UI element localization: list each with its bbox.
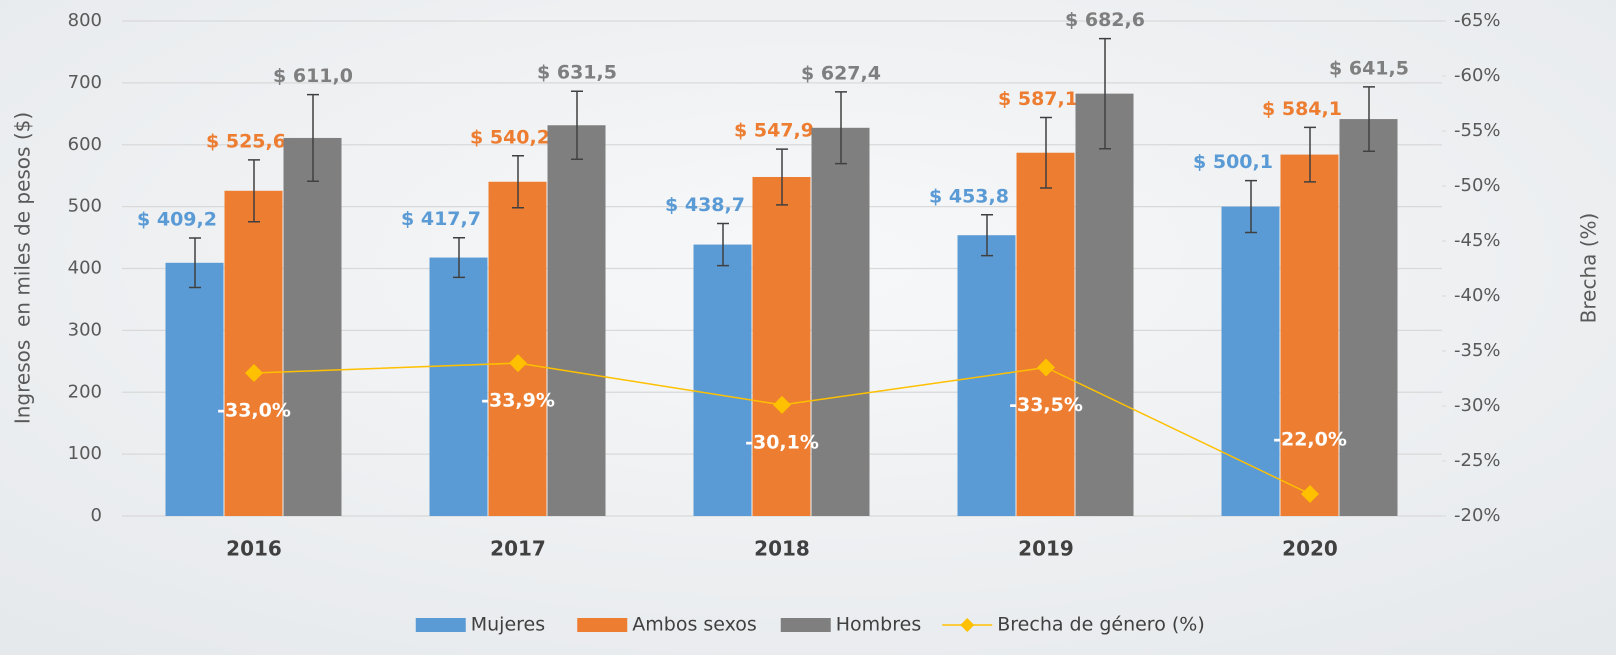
error-bar [1304,126,1316,183]
y2-tick-label: -60% [1454,65,1501,86]
legend-swatch [960,618,975,632]
y-axis-title: Ingresos en miles de pesos ($) [11,112,35,424]
y-tick-label: 0 [91,505,102,526]
data-label: $ 631,5 [537,62,617,84]
data-label: $ 682,6 [1065,9,1145,31]
x-tick-label: 2019 [1018,537,1074,561]
x-tick-label: 2016 [226,537,282,561]
error-bar [512,155,524,209]
y-tick-label: 300 [68,319,102,340]
data-label: $ 438,7 [665,194,745,216]
data-label: -33,9% [481,390,555,412]
legend-label: Ambos sexos [632,614,757,636]
y-tick-label: 800 [68,10,102,31]
error-bar [453,236,465,279]
data-label: $ 547,9 [734,120,814,142]
line-marker [509,354,527,373]
y2-tick-label: -55% [1454,120,1501,141]
error-bar [571,90,583,161]
x-tick-label: 2018 [754,537,810,561]
y2-tick-label: -35% [1454,340,1501,361]
error-bar [1363,86,1375,152]
line-marker [245,364,263,382]
y2-axis-title: Brecha (%) [1577,213,1601,324]
y-tick-label: 100 [68,443,102,464]
bar [1221,206,1280,517]
error-bar [717,222,729,267]
error-bar [1099,37,1111,150]
y2-tick-label: -50% [1454,175,1501,196]
line-marker [1037,358,1055,377]
y2-tick-label: -30% [1454,395,1501,416]
y2-tick-label: -65% [1454,10,1501,31]
data-label: $ 409,2 [137,209,217,231]
error-bar [189,237,201,289]
data-label: $ 584,1 [1262,98,1342,120]
y2-tick-label: -25% [1454,450,1501,471]
data-label: $ 627,4 [801,62,881,84]
error-bar [307,93,319,183]
bar [429,257,488,516]
y-tick-label: 200 [68,381,102,402]
data-label: $ 540,2 [470,126,550,148]
bar [693,244,752,516]
data-label: $ 641,5 [1329,57,1409,79]
data-label: -33,5% [1009,394,1083,416]
data-label: $ 453,8 [929,185,1009,207]
data-label: -33,0% [217,400,291,422]
y2-tick-label: -40% [1454,285,1501,306]
line-marker [773,395,791,414]
data-label: $ 611,0 [273,65,353,87]
data-label: $ 525,6 [206,130,286,152]
bar [1075,93,1134,517]
bar [547,125,606,517]
bar [1280,154,1339,516]
data-label: $ 417,7 [401,208,481,230]
bar [1339,119,1398,517]
bar [165,262,224,516]
line-marker [1301,485,1319,503]
error-bar [1040,116,1052,189]
data-label: $ 587,1 [998,88,1078,110]
x-tick-label: 2020 [1282,537,1338,561]
legend-swatch [577,618,628,632]
bar [811,127,870,516]
error-bar [1245,179,1257,234]
bar [1016,152,1075,516]
legend-swatch [780,618,831,632]
bar [488,181,547,516]
x-tick-label: 2017 [490,537,546,561]
legend-label: Mujeres [471,614,545,636]
legend-swatch [415,618,466,632]
error-bar [248,159,260,223]
bar [283,137,342,516]
bar [224,190,283,516]
legend-label: Brecha de género (%) [997,614,1205,636]
legend-label: Hombres [836,614,921,636]
error-bar [835,91,847,165]
data-label: $ 500,1 [1193,151,1273,173]
y2-tick-label: -45% [1454,230,1501,251]
error-bar [776,148,788,206]
data-label: -30,1% [745,431,819,453]
y-tick-label: 600 [68,134,102,155]
bar [752,176,811,516]
y-tick-label: 700 [68,72,102,93]
y2-tick-label: -20% [1454,505,1501,526]
y-tick-label: 500 [68,196,102,217]
y-tick-label: 400 [68,258,102,279]
error-bar [981,214,993,257]
data-label: -22,0% [1273,429,1347,451]
